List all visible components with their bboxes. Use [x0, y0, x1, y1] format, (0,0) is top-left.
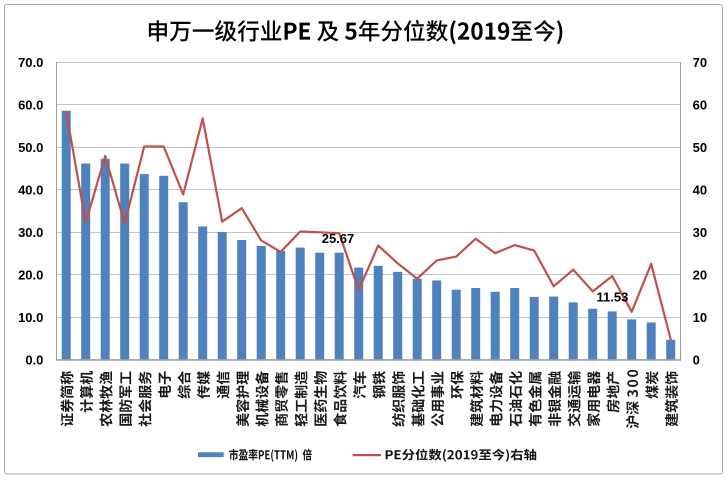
svg-text:50: 50: [693, 140, 707, 155]
svg-text:0.0: 0.0: [25, 353, 43, 368]
svg-text:50.0: 50.0: [18, 140, 43, 155]
svg-text:30: 30: [693, 225, 707, 240]
svg-text:70.0: 70.0: [18, 55, 43, 70]
svg-text:11.53: 11.53: [596, 289, 628, 304]
svg-text:20: 20: [693, 268, 707, 283]
svg-text:20.0: 20.0: [18, 268, 43, 283]
svg-text:60: 60: [693, 98, 707, 113]
svg-text:0: 0: [693, 353, 700, 368]
svg-text:30.0: 30.0: [18, 225, 43, 240]
svg-text:40: 40: [693, 183, 707, 198]
svg-text:70: 70: [693, 55, 707, 70]
svg-text:60.0: 60.0: [18, 98, 43, 113]
svg-text:10.0: 10.0: [18, 310, 43, 325]
svg-text:40.0: 40.0: [18, 183, 43, 198]
svg-text:25.67: 25.67: [322, 231, 355, 246]
svg-text:10: 10: [693, 310, 707, 325]
